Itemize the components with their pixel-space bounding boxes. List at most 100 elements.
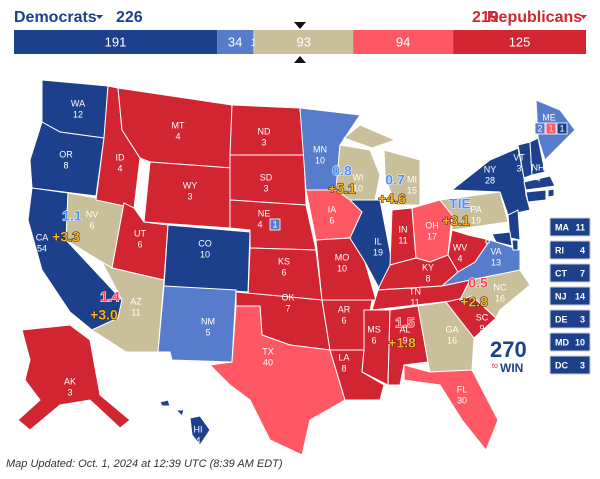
state <box>511 239 519 251</box>
state-abbr: WV <box>453 242 468 252</box>
state <box>485 239 490 244</box>
state-abbr: AZ <box>130 296 142 306</box>
bar-segment <box>453 30 586 54</box>
state-abbr: AR <box>338 304 351 314</box>
state <box>174 409 185 417</box>
state-abbr: NE <box>258 208 271 218</box>
state-abbr: FL <box>457 384 468 394</box>
state-abbr: IN <box>399 224 408 234</box>
state-ev: 3 <box>261 137 266 147</box>
state-ev: 30 <box>457 395 467 405</box>
bar-segment <box>217 30 254 54</box>
state-abbr: KS <box>278 256 290 266</box>
state-ev: 12 <box>73 109 83 119</box>
district-ev: 1 <box>559 123 564 133</box>
state <box>383 149 421 206</box>
state <box>439 191 509 231</box>
state-abbr: RI <box>555 245 564 255</box>
state-abbr: MA <box>555 222 569 232</box>
state-abbr: WI <box>353 172 364 182</box>
margin-label: +3.3 <box>52 229 80 245</box>
state-abbr: NH <box>532 162 545 172</box>
state-abbr: MN <box>313 144 327 154</box>
state-ev: 3 <box>580 360 585 370</box>
rep-label[interactable]: Republicans <box>487 9 582 26</box>
state-ev: 6 <box>281 267 286 277</box>
state-ev: 10 <box>315 155 325 165</box>
state-abbr: HI <box>194 424 203 434</box>
state-abbr: AL <box>399 324 410 334</box>
state <box>315 237 377 301</box>
margin-label: 0.5 <box>468 275 488 291</box>
state-ev: 17 <box>427 231 437 241</box>
state-abbr: GA <box>445 324 458 334</box>
state-ev: 7 <box>285 303 290 313</box>
state-ev: 6 <box>329 215 334 225</box>
state-abbr: KY <box>422 262 434 272</box>
bar-label: 93 <box>296 34 310 49</box>
state <box>17 324 131 431</box>
logo-number: 270 <box>490 337 527 362</box>
state-ev: 3 <box>580 314 585 324</box>
state-ev: 9 <box>479 323 484 333</box>
rep-total: 219 <box>472 9 499 26</box>
bar-label: 125 <box>509 34 531 49</box>
state-box <box>549 263 591 283</box>
state-box <box>549 217 591 237</box>
state-ev: 4 <box>580 245 585 255</box>
state-ev: 10 <box>353 183 363 193</box>
state-ev: 10 <box>337 263 347 273</box>
state <box>189 415 211 446</box>
state <box>208 305 346 456</box>
district-box <box>534 122 546 135</box>
state <box>403 364 499 451</box>
state-ev: 54 <box>37 243 47 253</box>
state-abbr: ID <box>116 152 126 162</box>
state-ev: 19 <box>373 247 383 257</box>
bar-segment <box>253 30 255 54</box>
dem-label[interactable]: Democrats <box>14 9 97 26</box>
state-ev: 9 <box>402 335 407 345</box>
state-abbr: DE <box>555 314 568 324</box>
margin-label: +4.6 <box>378 191 406 207</box>
state-abbr: MI <box>407 174 417 184</box>
margin-label: 0.8 <box>332 163 352 179</box>
state-ev: 16 <box>495 293 505 303</box>
state-abbr: NJ <box>555 291 567 301</box>
state <box>348 199 393 292</box>
state-ev: 11 <box>575 222 585 232</box>
district-box <box>556 122 568 135</box>
state-abbr: NM <box>201 316 215 326</box>
margin-label: +2.8 <box>460 294 488 310</box>
margin-label: 1.4 <box>100 289 120 305</box>
majority-marker <box>294 56 306 63</box>
state-ev: 15 <box>407 185 417 195</box>
state-abbr: PA <box>470 204 481 214</box>
state-ev: 6 <box>137 239 142 249</box>
state-ev: 3 <box>516 163 521 173</box>
state <box>547 188 555 198</box>
state <box>523 175 556 191</box>
state-abbr: AK <box>64 376 76 386</box>
state-abbr: ME <box>542 112 556 122</box>
state <box>529 137 546 176</box>
state-abbr: OK <box>281 292 294 302</box>
state-ev: 11 <box>398 235 407 245</box>
state-ev: 6 <box>89 220 94 230</box>
state-box <box>549 309 591 329</box>
state-abbr: IL <box>374 236 382 246</box>
dropdown-caret[interactable] <box>580 15 587 19</box>
footer: Map Updated: Oct. 1, 2024 at 12:39 UTC (… <box>6 458 283 470</box>
state-abbr: MD <box>555 337 569 347</box>
district-ev: 1 <box>548 123 553 133</box>
dropdown-caret[interactable] <box>96 15 103 19</box>
state-abbr: CT <box>555 268 567 278</box>
state-ev: 16 <box>447 335 457 345</box>
district-ev: 2 <box>537 123 542 133</box>
margin-label: TIE <box>449 196 471 212</box>
state-abbr: OR <box>59 149 73 159</box>
state-ev: 3 <box>187 191 192 201</box>
district-box <box>545 122 557 135</box>
